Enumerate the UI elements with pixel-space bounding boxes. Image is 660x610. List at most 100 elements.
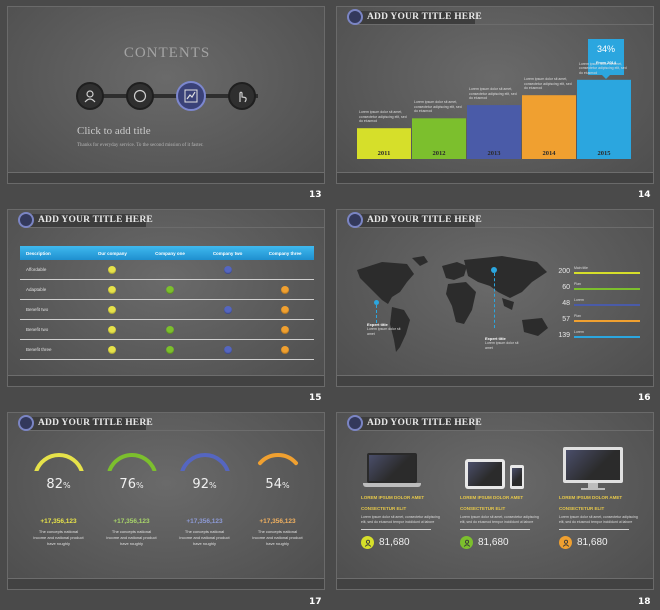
slide-17[interactable]: ADD YOUR TITLE HERE 82% +17,356,123 The co… bbox=[7, 412, 325, 590]
device-count: 81,680 bbox=[379, 537, 410, 548]
table-cell bbox=[141, 285, 199, 294]
gauge-column: 92% +17,356,123 The concepts national inco… bbox=[168, 451, 241, 547]
gauge-row: 82% +17,356,123 The concepts national inco… bbox=[22, 451, 314, 581]
stat-row: 48 Lorem bbox=[552, 298, 642, 314]
check-icon bbox=[165, 325, 174, 334]
bar-label-2012: 2012 bbox=[433, 150, 446, 157]
bar-2012 bbox=[412, 118, 466, 159]
slide-subtitle: Click to add title bbox=[77, 125, 151, 137]
gauge-column: 82% +17,356,123 The concepts national inco… bbox=[22, 451, 95, 547]
step-circle[interactable] bbox=[126, 82, 154, 110]
gauge-percent-value: 54 bbox=[265, 477, 282, 492]
slide-14[interactable]: ADD YOUR TITLE HERE 34% From 2014 2011 Lo… bbox=[336, 6, 654, 184]
check-icon bbox=[281, 305, 290, 314]
gauge-arc bbox=[33, 453, 84, 471]
header-title: ADD YOUR TITLE HERE bbox=[367, 12, 482, 22]
stat-value: 200 bbox=[558, 268, 570, 275]
logo-icon bbox=[347, 9, 363, 25]
bar-caption: Lorem ipsum dolor sit amet, consectetur … bbox=[469, 87, 517, 100]
bar-caption-text: Lorem ipsum dolor sit amet, consectetur … bbox=[359, 110, 407, 124]
gauge-amount: +17,356,123 bbox=[259, 518, 296, 525]
slide-header: ADD YOUR TITLE HERE bbox=[337, 210, 653, 228]
stat-value: 139 bbox=[558, 332, 570, 339]
device-title: LOREM IPSUM DOLOR AMET bbox=[559, 495, 623, 500]
step-circle[interactable] bbox=[228, 82, 256, 110]
check-icon bbox=[108, 345, 117, 354]
bar-caption: Lorem ipsum dolor sit amet, consectetur … bbox=[359, 110, 407, 124]
check-icon bbox=[223, 265, 232, 274]
gauge-arc bbox=[107, 453, 156, 471]
gauge-description: The concepts national income and nationa… bbox=[33, 529, 84, 546]
bar-chart: 2011 Lorem ipsum dolor sit amet, consecte… bbox=[357, 62, 631, 159]
gauge-percent: 54% bbox=[241, 477, 314, 492]
stat-label: Main title bbox=[574, 266, 589, 270]
stat-bar bbox=[574, 272, 640, 274]
check-icon bbox=[281, 345, 290, 354]
slide-header: ADD YOUR TITLE HERE bbox=[337, 7, 653, 25]
device-divider bbox=[460, 529, 530, 530]
pin-label: Expert title Lorem ipsum dolor sit amet bbox=[367, 322, 401, 336]
gauge-percent-unit: % bbox=[135, 481, 144, 490]
slide-13[interactable]: CONTENTS Click to add title Thanks for e… bbox=[7, 6, 325, 184]
stat-bar bbox=[574, 336, 640, 338]
table-row: Benefit two bbox=[20, 320, 314, 340]
check-icon bbox=[108, 305, 117, 314]
device-column: LOREM IPSUM DOLOR AMET CONSECTETUR ELIT Lo… bbox=[361, 495, 451, 549]
slide-footer bbox=[337, 578, 653, 589]
step-circle[interactable] bbox=[76, 82, 104, 110]
stat-row: 60 Plan bbox=[552, 282, 642, 298]
device-text: Lorem ipsum dolor sit amet, consectetur … bbox=[460, 515, 539, 524]
slide-caption: Thanks for everyday service. To the seco… bbox=[77, 143, 204, 148]
table-row: Affordable bbox=[20, 260, 314, 280]
gauge-fill bbox=[107, 453, 156, 471]
device-stat: 81,680 bbox=[361, 536, 451, 549]
check-icon bbox=[165, 285, 174, 294]
table-cell bbox=[256, 285, 314, 294]
slide-15[interactable]: ADD YOUR TITLE HERE Description Our compa… bbox=[7, 209, 325, 387]
table-cell bbox=[141, 325, 199, 334]
step-circle-active[interactable] bbox=[176, 81, 206, 111]
device-stat: 81,680 bbox=[460, 536, 550, 549]
logo-icon bbox=[18, 212, 34, 228]
slide-number: 13 bbox=[309, 190, 322, 200]
device-column: LOREM IPSUM DOLOR AMET CONSECTETUR ELIT Lo… bbox=[559, 495, 649, 549]
map-pin[interactable] bbox=[491, 267, 497, 273]
device-divider bbox=[559, 529, 629, 530]
slide-footer bbox=[8, 172, 324, 183]
slide-footer bbox=[8, 375, 324, 386]
device-count: 81,680 bbox=[577, 537, 608, 548]
stat-row: 139 Lorem bbox=[552, 330, 642, 346]
table-cell bbox=[256, 325, 314, 334]
device-subtitle: CONSECTETUR ELIT bbox=[559, 506, 605, 511]
slide-18[interactable]: ADD YOUR TITLE HERE LOREM IPSUM DOLOR AM… bbox=[336, 412, 654, 590]
table-row: Benefit three bbox=[20, 340, 314, 360]
row-label: Benefit two bbox=[26, 327, 49, 332]
map-pin[interactable] bbox=[374, 300, 379, 305]
table-header-cell: Company one bbox=[155, 250, 185, 256]
stat-label: Lorem bbox=[574, 298, 584, 302]
slide-16[interactable]: ADD YOUR TITLE HERE Expert title Lorem i… bbox=[336, 209, 654, 387]
device-text: Lorem ipsum dolor sit amet, consectetur … bbox=[361, 515, 440, 524]
slide-footer bbox=[337, 172, 653, 183]
bar-2011 bbox=[357, 128, 411, 159]
gauge-percent: 82% bbox=[22, 477, 95, 492]
gauge-arc bbox=[179, 453, 230, 471]
bar-caption-text: Lorem ipsum dolor sit amet, consectetur … bbox=[524, 77, 572, 91]
row-label: Benefit three bbox=[26, 347, 52, 352]
stat-label: Plan bbox=[574, 314, 582, 318]
device-subtitle: CONSECTETUR ELIT bbox=[361, 506, 407, 511]
table-header-cell: Our company bbox=[97, 250, 127, 256]
callout-sub: From 2014 bbox=[595, 60, 616, 65]
table-cell bbox=[84, 265, 142, 274]
check-icon bbox=[165, 345, 174, 354]
slide-number: 15 bbox=[309, 393, 322, 403]
pin-label: Expert title Lorem ipsum dolor sit amet bbox=[485, 336, 519, 350]
callout-value: 34% bbox=[596, 44, 615, 54]
bar-caption: Lorem ipsum dolor sit amet, consectetur … bbox=[579, 62, 627, 75]
stat-bar bbox=[574, 304, 640, 306]
check-icon bbox=[108, 265, 117, 274]
pin-line bbox=[494, 273, 495, 328]
row-label: Benefit two bbox=[26, 307, 49, 312]
gauge-fill bbox=[33, 453, 84, 471]
table-cell bbox=[256, 345, 314, 354]
